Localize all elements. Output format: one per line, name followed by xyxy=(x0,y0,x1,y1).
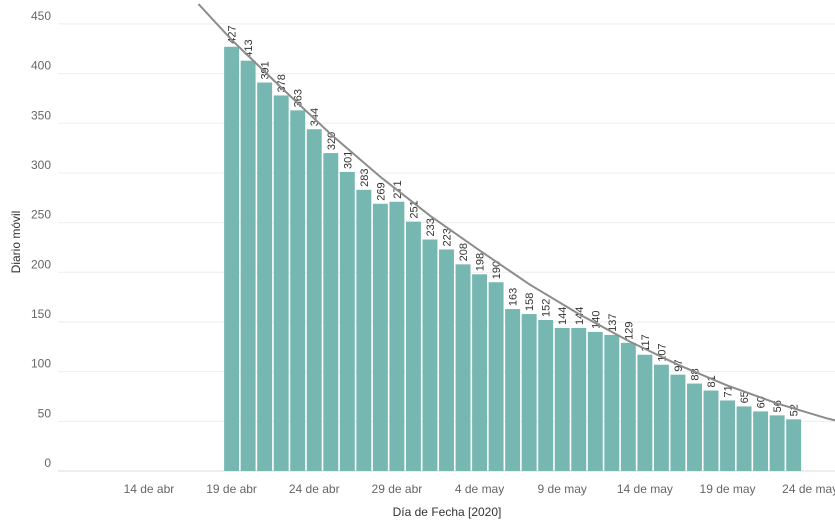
y-tick-label: 150 xyxy=(31,307,51,321)
bar-data-label: 65 xyxy=(739,391,751,403)
y-tick-label: 400 xyxy=(31,59,51,73)
bar-data-label: 223 xyxy=(442,228,454,246)
bar xyxy=(769,415,785,471)
bar xyxy=(372,203,388,472)
x-tick-label: 19 de may xyxy=(700,482,756,496)
bar xyxy=(670,374,686,471)
bar xyxy=(753,411,769,471)
trend-line xyxy=(197,3,835,422)
bars xyxy=(224,46,802,472)
y-tick-label: 0 xyxy=(44,456,51,470)
bar-data-label: 427 xyxy=(227,25,239,43)
bar-data-label: 158 xyxy=(524,293,536,311)
bar-data-label: 190 xyxy=(491,261,503,279)
y-tick-label: 350 xyxy=(31,108,51,122)
x-tick-label: 29 de abr xyxy=(372,482,423,496)
bar xyxy=(554,327,570,471)
trend-line-group xyxy=(197,3,835,422)
y-axis-title: Diario móvil xyxy=(9,211,23,274)
bar xyxy=(653,364,669,471)
bar xyxy=(224,46,240,471)
bar-data-label: 152 xyxy=(541,299,553,317)
y-tick-label: 100 xyxy=(31,357,51,371)
x-axis-title: Día de Fecha [2020] xyxy=(393,505,502,519)
bar xyxy=(571,327,587,471)
bar xyxy=(389,201,405,471)
x-tick-label: 4 de may xyxy=(455,482,504,496)
bar xyxy=(521,314,537,471)
bar xyxy=(405,221,421,471)
x-tick-label: 24 de abr xyxy=(289,482,340,496)
bar-data-label: 198 xyxy=(475,253,487,271)
y-axis-ticks: 0 50 100 150 200 250 300 350 400 450 xyxy=(31,9,51,470)
y-tick-label: 200 xyxy=(31,257,51,271)
bar xyxy=(736,406,752,471)
x-tick-label: 19 de abr xyxy=(206,482,257,496)
bar xyxy=(439,249,454,471)
bar xyxy=(637,354,653,471)
bar-data-label: 144 xyxy=(574,307,586,325)
y-tick-label: 50 xyxy=(38,406,52,420)
bar-data-label: 283 xyxy=(359,168,371,186)
bar-data-label: 269 xyxy=(375,182,387,200)
bar-data-label: 363 xyxy=(293,89,305,107)
bar-data-label: 413 xyxy=(243,39,255,57)
bar xyxy=(323,153,339,471)
bar xyxy=(240,60,256,471)
y-tick-label: 450 xyxy=(31,9,51,23)
y-tick-label: 250 xyxy=(31,208,51,222)
bar xyxy=(422,239,438,471)
bar-data-label: 301 xyxy=(342,151,354,169)
bar xyxy=(786,419,802,471)
bar-data-label: 208 xyxy=(458,243,470,261)
bar-data-label: 107 xyxy=(656,343,668,361)
bar-data-label: 378 xyxy=(276,74,288,92)
bar xyxy=(505,309,521,471)
bar xyxy=(604,334,620,471)
bar xyxy=(720,400,736,471)
bar-data-label: 71 xyxy=(723,385,735,397)
x-tick-label: 14 de may xyxy=(617,482,673,496)
y-tick-label: 300 xyxy=(31,158,51,172)
x-tick-label: 9 de may xyxy=(538,482,587,496)
bar xyxy=(290,110,306,471)
bar xyxy=(339,171,355,471)
bar xyxy=(356,189,372,472)
bar xyxy=(257,82,273,472)
bar-data-label: 233 xyxy=(425,218,437,236)
bar xyxy=(687,383,702,471)
bar xyxy=(306,129,322,472)
x-axis-ticks: 14 de abr 19 de abr 24 de abr 29 de abr 4 de… xyxy=(124,482,835,496)
bar-data-label: 163 xyxy=(508,288,520,306)
x-tick-label: 14 de abr xyxy=(124,482,175,496)
bar-data-label: 129 xyxy=(623,321,635,339)
bar xyxy=(273,95,289,472)
bar xyxy=(472,274,488,471)
bar xyxy=(538,319,554,471)
bar xyxy=(587,331,603,471)
bar xyxy=(488,282,504,471)
bar-data-label: 144 xyxy=(557,307,569,325)
bar xyxy=(455,264,471,471)
bar xyxy=(703,390,719,471)
x-tick-label: 24 de may xyxy=(782,482,835,496)
bar xyxy=(620,342,636,471)
bar-data-label: 137 xyxy=(607,314,619,332)
